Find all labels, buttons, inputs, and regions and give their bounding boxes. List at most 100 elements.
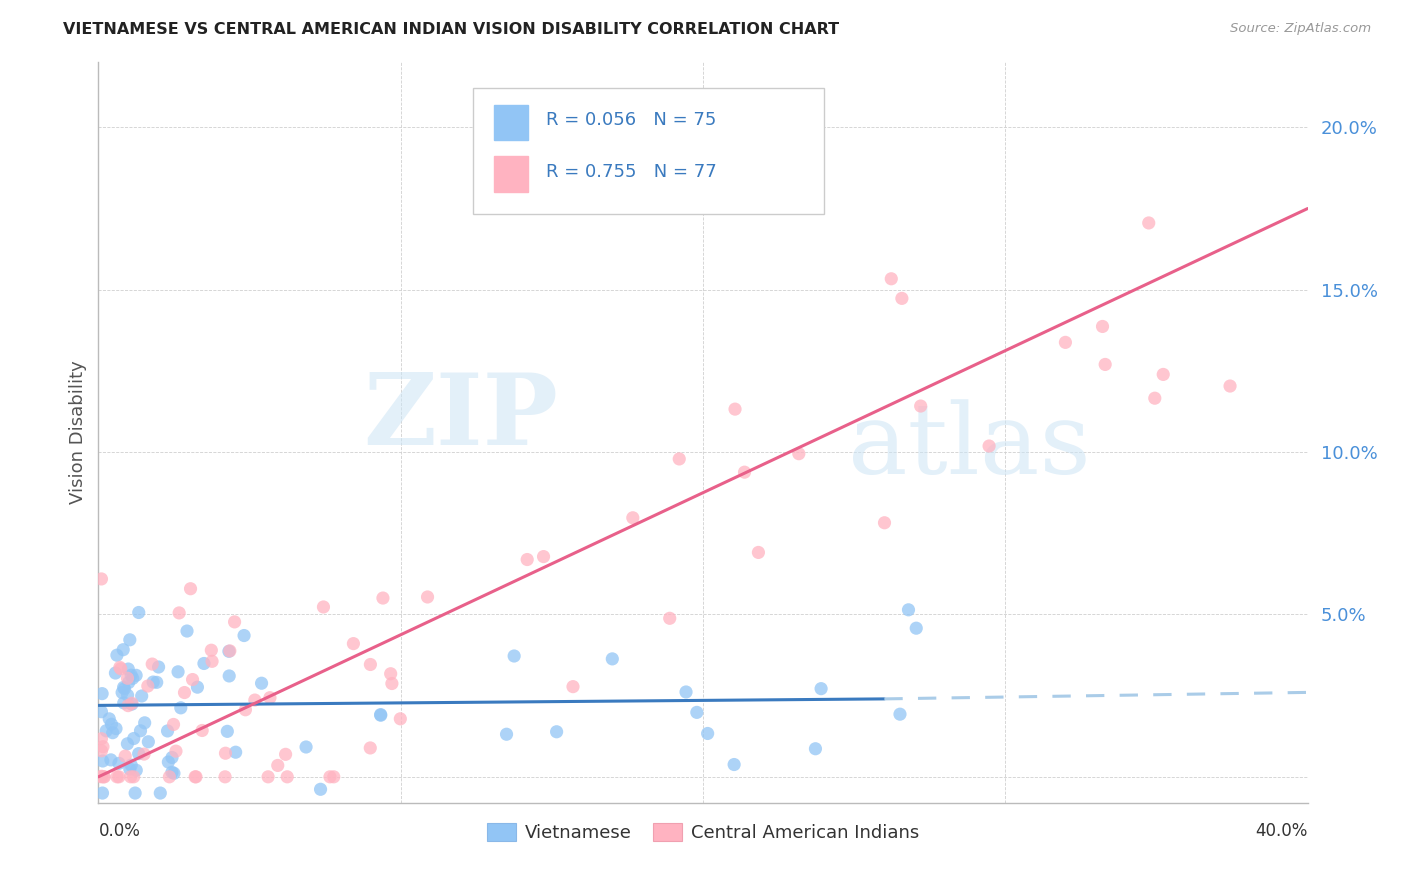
Point [905, 621, 928, 635]
Point [495, 727, 517, 741]
Text: R = 0.056   N = 75: R = 0.056 N = 75 [546, 112, 716, 129]
Point [132, 747, 155, 761]
Point [149, 786, 172, 800]
Point [217, 724, 239, 739]
Point [173, 685, 195, 699]
Point [157, 770, 180, 784]
Point [167, 665, 190, 679]
Point [218, 644, 240, 658]
Point [90, 744, 112, 758]
Point [181, 673, 204, 687]
FancyBboxPatch shape [494, 104, 527, 140]
Point [658, 611, 681, 625]
Point [1094, 358, 1116, 372]
Point [114, 681, 136, 696]
Point [90, 731, 112, 746]
Point [1054, 335, 1077, 350]
Point [142, 675, 165, 690]
Point [319, 770, 342, 784]
Point [224, 615, 246, 629]
Point [157, 755, 180, 769]
Point [250, 676, 273, 690]
Point [668, 452, 690, 467]
Point [370, 708, 392, 723]
Point [105, 722, 128, 736]
Point [170, 701, 193, 715]
Point [167, 606, 190, 620]
Point [546, 724, 568, 739]
Point [108, 660, 131, 674]
Legend: Vietnamese, Central American Indians: Vietnamese, Central American Indians [479, 815, 927, 849]
Point [359, 657, 381, 672]
Point [108, 770, 131, 784]
Point [1219, 379, 1241, 393]
Point [191, 723, 214, 738]
Point [125, 764, 148, 778]
Point [873, 516, 896, 530]
Point [105, 770, 128, 784]
Point [225, 745, 247, 759]
Point [389, 712, 412, 726]
Point [880, 272, 903, 286]
Text: VIETNAMESE VS CENTRAL AMERICAN INDIAN VISION DISABILITY CORRELATION CHART: VIETNAMESE VS CENTRAL AMERICAN INDIAN VI… [63, 22, 839, 37]
Point [214, 770, 236, 784]
Point [1152, 368, 1174, 382]
Point [96, 723, 118, 738]
Point [117, 737, 139, 751]
Point [90, 770, 112, 784]
Point [295, 739, 318, 754]
Point [342, 637, 364, 651]
Point [1137, 216, 1160, 230]
Point [162, 717, 184, 731]
Point [184, 770, 207, 784]
Point [380, 666, 402, 681]
Point [112, 681, 135, 695]
Point [91, 786, 114, 800]
Point [93, 770, 115, 784]
Point [128, 606, 150, 620]
Point [111, 685, 134, 699]
Point [98, 712, 121, 726]
Point [621, 510, 644, 524]
Point [120, 770, 142, 784]
Point [120, 758, 142, 772]
Point [787, 447, 810, 461]
Point [218, 669, 240, 683]
Point [90, 705, 112, 719]
Point [163, 766, 186, 780]
Point [734, 465, 756, 479]
Point [120, 668, 142, 682]
Text: atlas: atlas [848, 400, 1091, 495]
Point [214, 746, 236, 760]
Point [145, 675, 167, 690]
Point [121, 697, 143, 711]
Point [122, 770, 145, 784]
Point [533, 549, 555, 564]
Point [267, 758, 290, 772]
Point [118, 675, 141, 690]
Text: 40.0%: 40.0% [1256, 822, 1308, 840]
Point [233, 628, 256, 642]
Point [122, 731, 145, 746]
Point [193, 657, 215, 671]
Point [160, 765, 183, 780]
Point [100, 717, 122, 731]
Point [696, 726, 718, 740]
Point [156, 723, 179, 738]
Point [121, 671, 143, 685]
Point [112, 642, 135, 657]
Point [723, 757, 745, 772]
Text: ZIP: ZIP [363, 369, 558, 467]
Point [141, 657, 163, 671]
Point [91, 687, 114, 701]
Point [516, 552, 538, 566]
Point [312, 599, 335, 614]
Point [201, 654, 224, 668]
Point [118, 632, 141, 647]
Point [176, 624, 198, 638]
Point [136, 679, 159, 693]
Point [184, 770, 207, 784]
Point [897, 603, 920, 617]
Point [131, 689, 153, 703]
Point [276, 770, 298, 784]
